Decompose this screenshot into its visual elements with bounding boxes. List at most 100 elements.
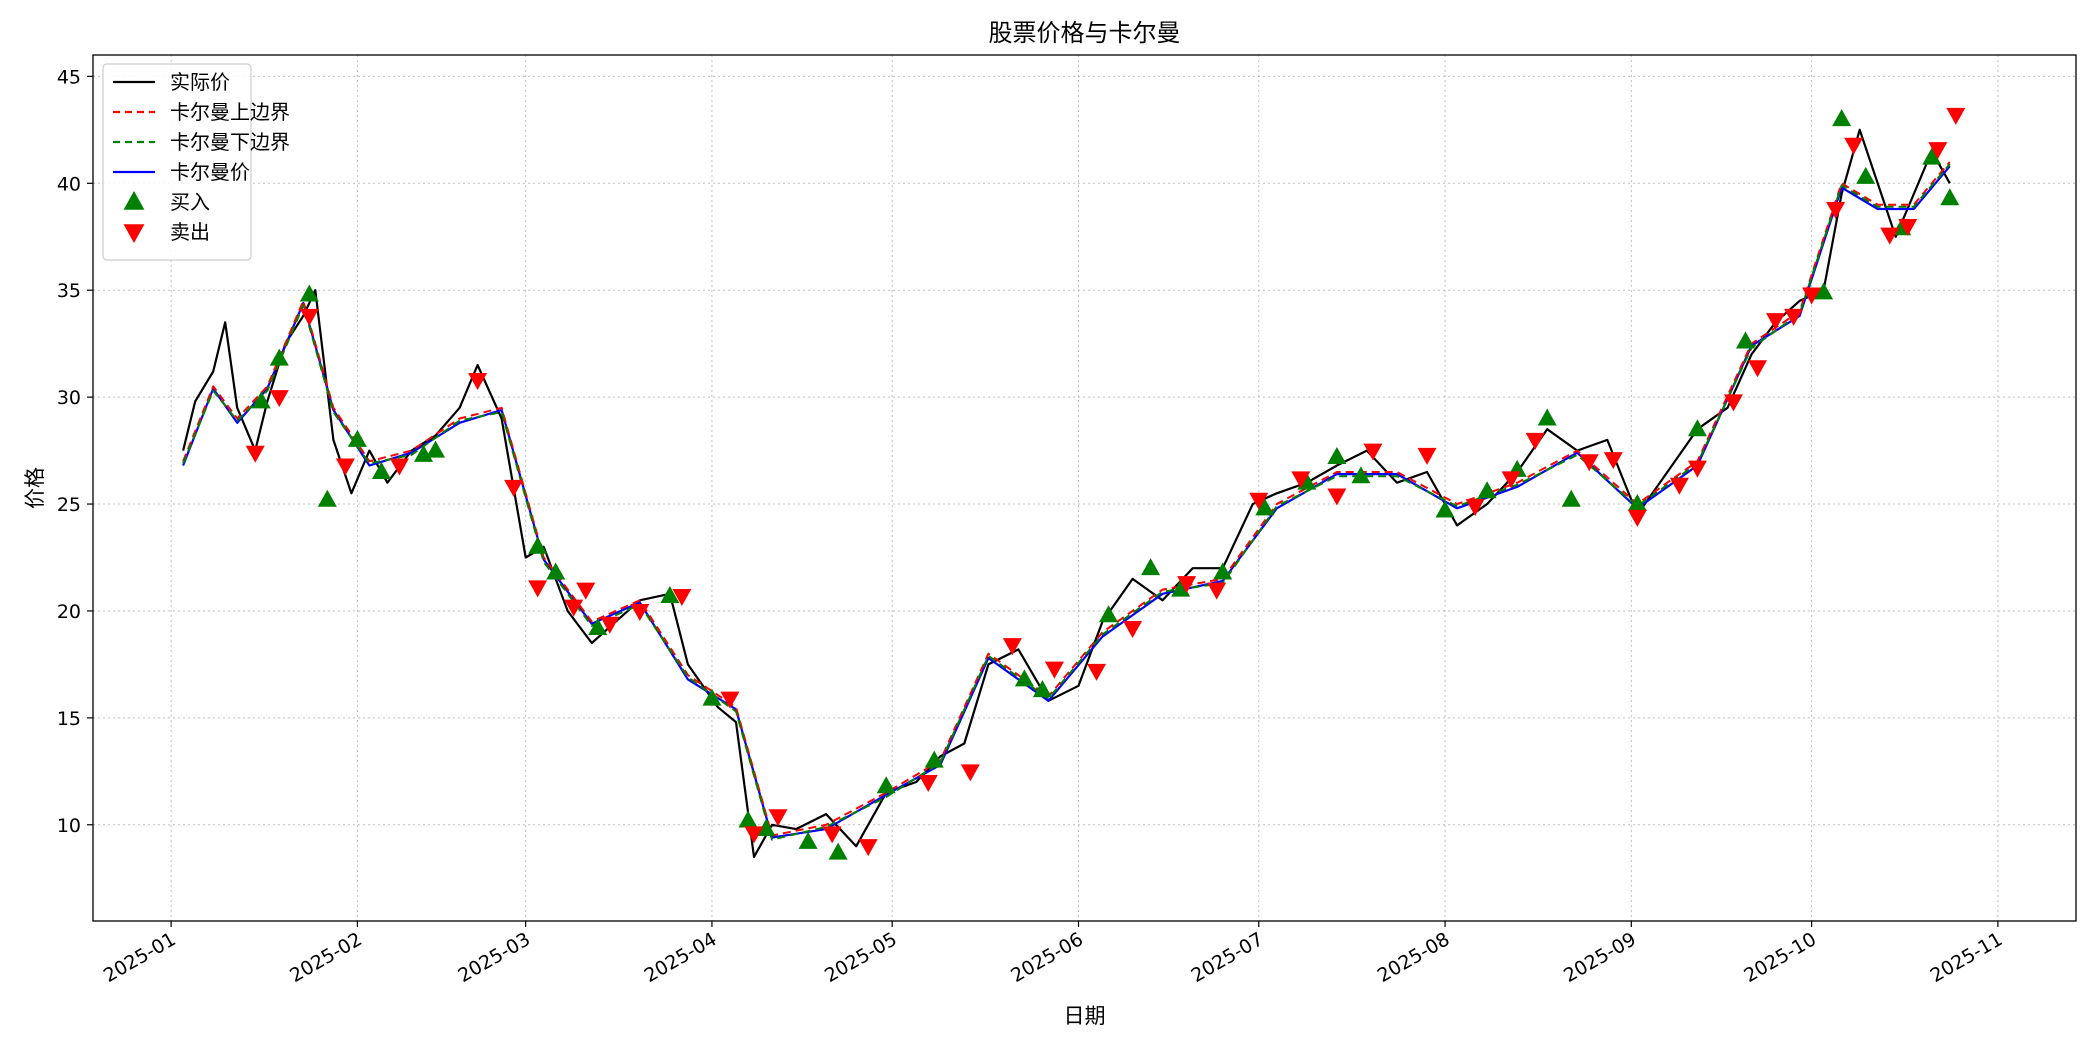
legend-entry-label: 卡尔曼上边界 [170, 100, 290, 124]
sell-marker [1044, 661, 1064, 679]
sell-marker [1687, 460, 1707, 478]
y-tick-label: 25 [57, 494, 81, 516]
chart-title: 股票价格与卡尔曼 [989, 19, 1181, 47]
sell-marker [822, 826, 842, 844]
buy-marker [1032, 680, 1052, 698]
buy-marker [798, 831, 818, 849]
sell-marker [1603, 452, 1623, 470]
buy-marker [1687, 419, 1707, 437]
buy-marker [1014, 669, 1034, 687]
sell-marker [528, 580, 548, 598]
sell-marker [1766, 313, 1786, 331]
sell-marker [1748, 360, 1768, 378]
buy-marker [702, 688, 722, 706]
buy-marker [269, 348, 289, 366]
sell-marker [1363, 443, 1383, 461]
y-tick-label: 45 [57, 66, 81, 88]
buy-marker [738, 810, 758, 828]
legend-swatch-marker [123, 191, 145, 210]
sell-marker [269, 390, 289, 408]
sell-marker [1525, 432, 1545, 450]
y-tick-label: 35 [57, 280, 81, 302]
sell-marker [1465, 499, 1485, 517]
buy-marker [1627, 494, 1647, 512]
sell-marker [630, 603, 650, 621]
buy-marker [756, 819, 776, 837]
sell-marker [389, 458, 409, 476]
sell-marker [918, 775, 938, 793]
buy-marker [1171, 579, 1191, 597]
buy-marker [1255, 498, 1275, 516]
buy-marker [1736, 331, 1755, 349]
sell-marker [1723, 394, 1743, 412]
sell-marker [1417, 447, 1437, 465]
sell-marker [576, 582, 596, 600]
series-line-1 [182, 161, 1951, 837]
buy-marker [1213, 562, 1233, 580]
buy-marker [317, 489, 337, 507]
legend-entry-label: 买入 [170, 190, 210, 214]
buy-marker [528, 536, 548, 554]
y-tick-label: 30 [57, 387, 81, 409]
legend-entry-label: 卡尔曼下边界 [170, 130, 290, 154]
buy-marker [546, 562, 566, 580]
sell-marker [1880, 227, 1900, 245]
sell-marker [1928, 142, 1948, 160]
sell-marker [960, 764, 980, 782]
sell-marker [1327, 488, 1347, 506]
buy-marker [1141, 558, 1161, 576]
buy-marker [660, 585, 680, 603]
sell-marker [720, 691, 740, 709]
sell-marker [1802, 287, 1822, 305]
buy-marker [347, 429, 367, 447]
buy-marker [251, 391, 271, 409]
buy-marker [1561, 489, 1581, 507]
sell-marker [504, 479, 524, 497]
sell-marker [1844, 137, 1864, 155]
y-tick-label: 10 [57, 815, 81, 837]
legend-entry-label: 卡尔曼价 [170, 160, 250, 184]
buy-marker [924, 750, 944, 768]
buy-marker [1351, 466, 1371, 484]
y-axis: 10 15 20 25 30 35 40 45 [57, 66, 93, 837]
buy-marker [1477, 481, 1497, 499]
sell-marker [1627, 509, 1647, 527]
sell-marker [1784, 308, 1804, 326]
sell-marker [1898, 219, 1918, 237]
buy-marker [299, 284, 319, 302]
sell-marker [1946, 107, 1966, 125]
sell-marker [468, 373, 488, 391]
grid-lines [93, 55, 2076, 921]
buy-marker [1327, 446, 1347, 464]
sell-marker [744, 826, 764, 844]
sell-marker [858, 839, 878, 857]
sell-marker [1579, 454, 1599, 472]
buy-marker [1537, 408, 1557, 426]
buy-marker [1922, 147, 1942, 165]
sell-marker [1291, 471, 1311, 489]
buy-marker [414, 444, 433, 462]
y-axis-label: 价格 [23, 467, 47, 509]
legend-swatch-marker [123, 224, 145, 243]
sell-marker [1669, 477, 1689, 495]
buy-marker [588, 618, 608, 636]
legend-entry-label: 实际价 [170, 70, 230, 94]
sell-marker [245, 445, 265, 463]
sell-marker [1123, 621, 1143, 639]
sell-marker [1826, 201, 1846, 219]
sell-marker [564, 599, 584, 617]
sell-marker [1207, 582, 1227, 600]
sell-marker [1501, 471, 1521, 489]
sell-marker [600, 616, 620, 634]
plot-area [182, 107, 1966, 860]
buy-marker [371, 461, 391, 479]
sell-marker [335, 458, 355, 476]
sell-marker [768, 809, 788, 827]
sell-marker [1087, 663, 1107, 681]
x-axis-label: 日期 [1064, 1004, 1106, 1028]
y-tick-label: 40 [57, 173, 81, 195]
buy-marker [426, 440, 446, 458]
